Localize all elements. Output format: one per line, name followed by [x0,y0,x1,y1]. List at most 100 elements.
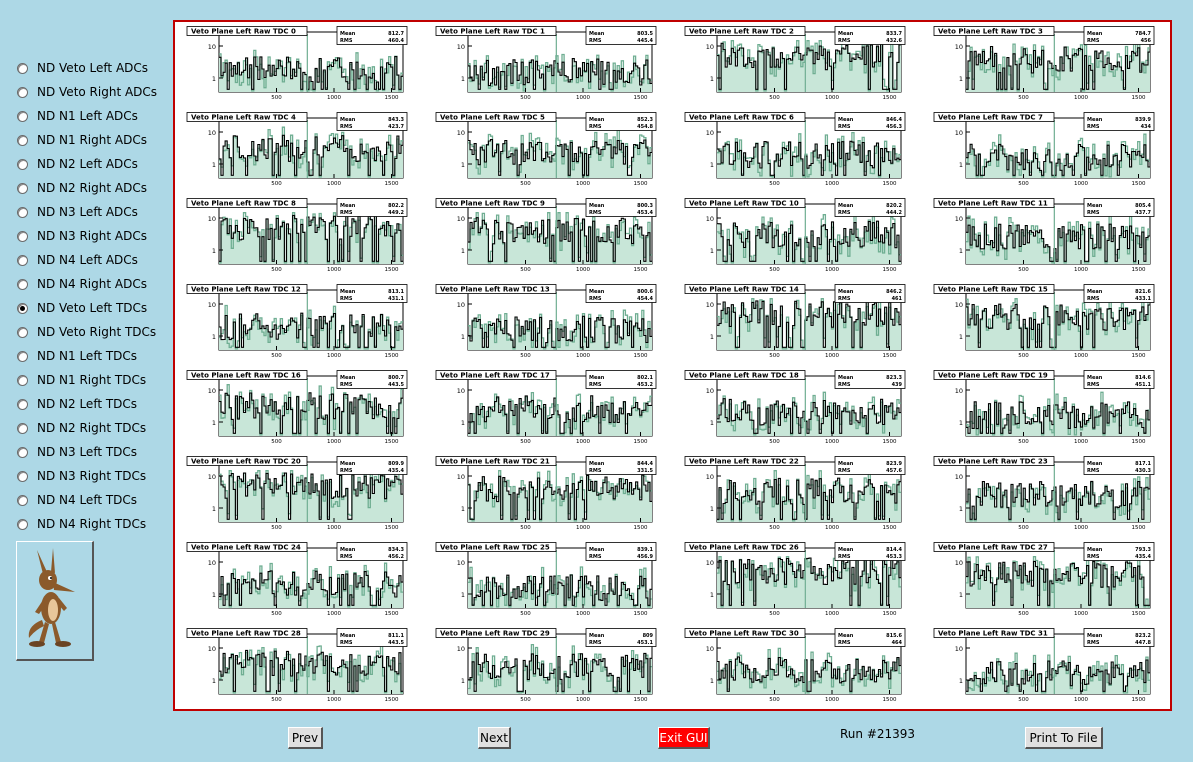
y-tick-label: 10 [955,559,963,567]
radio-button-icon[interactable] [17,350,28,362]
radio-button-icon[interactable] [17,302,28,314]
exit-gui-button[interactable]: Exit GUI [658,727,710,749]
histogram-overlay-line [219,645,403,694]
radio-button-icon[interactable] [17,470,28,482]
histogram-title-box [684,370,806,380]
histogram-panel: 10 1 500 1000 1500 Veto Plane Left Raw TDC 10… [681,198,930,284]
stats-box [1083,26,1155,45]
stats-label: RMS [838,382,851,388]
stats-box [834,284,906,303]
stats-value: 453.3 [886,554,902,560]
stats-value: 852.3 [637,117,653,123]
radio-option-nd-veto-left-adcs[interactable]: ND Veto Left ADCs [17,58,148,78]
radio-button-icon[interactable] [17,398,28,410]
histogram-title: Veto Plane Left Raw TDC 5 [440,114,545,122]
histogram-panel: 10 1 500 1000 1500 Veto Plane Left Raw TDC 17… [432,370,681,456]
radio-option-nd-n3-right-adcs[interactable]: ND N3 Right ADCs [17,226,147,246]
radio-option-nd-n2-right-tdcs[interactable]: ND N2 Right TDCs [17,418,146,438]
stats-value: 443.5 [388,382,404,388]
histogram-line [468,217,652,262]
x-tick-label: 1000 [327,267,341,273]
histogram-panel: 10 1 500 1000 1500 Veto Plane Left Raw TDC 22… [681,456,930,542]
radio-button-icon[interactable] [17,494,28,506]
radio-label: ND Veto Left TDCs [37,301,148,315]
x-tick-label: 500 [1018,181,1029,187]
radio-button-icon[interactable] [17,134,28,146]
print-to-file-button[interactable]: Print To File [1025,727,1103,749]
radio-button-icon[interactable] [17,110,28,122]
histogram-title: Veto Plane Left Raw TDC 27 [938,544,1048,552]
radio-option-nd-n1-right-adcs[interactable]: ND N1 Right ADCs [17,130,147,150]
radio-button-icon[interactable] [17,254,28,266]
radio-button-icon[interactable] [17,62,28,74]
radio-option-nd-n4-left-adcs[interactable]: ND N4 Left ADCs [17,250,138,270]
radio-button-icon[interactable] [17,278,28,290]
radio-option-nd-n3-left-tdcs[interactable]: ND N3 Left TDCs [17,442,137,462]
radio-option-nd-veto-right-adcs[interactable]: ND Veto Right ADCs [17,82,157,102]
radio-button-icon[interactable] [17,158,28,170]
prev-button[interactable]: Prev [288,727,323,749]
stats-value: 457.6 [886,468,902,474]
stats-label: Mean [838,375,854,381]
y-tick-label: 1 [461,419,465,427]
radio-option-nd-n3-left-adcs[interactable]: ND N3 Left ADCs [17,202,138,222]
radio-option-nd-n1-right-tdcs[interactable]: ND N1 Right TDCs [17,370,146,390]
radio-option-nd-n2-left-tdcs[interactable]: ND N2 Left TDCs [17,394,137,414]
histogram-fill [219,392,403,436]
stats-value: 815.6 [886,633,902,639]
histogram-line [219,312,403,348]
y-tick-label: 10 [457,43,465,51]
x-tick-label: 1500 [883,697,897,703]
stats-value: 809.9 [388,461,404,467]
radio-option-nd-n4-right-tdcs[interactable]: ND N4 Right TDCs [17,514,146,534]
radio-button-icon[interactable] [17,374,28,386]
histogram-line [966,480,1150,520]
x-tick-label: 1000 [1074,439,1088,445]
histogram-fill [717,478,901,522]
x-tick-label: 500 [769,697,780,703]
stats-box [1083,284,1155,303]
radio-option-nd-veto-left-tdcs[interactable]: ND Veto Left TDCs [17,298,147,318]
y-tick-label: 10 [457,473,465,481]
next-button[interactable]: Next [478,727,511,749]
x-tick-label: 1500 [634,95,648,101]
stats-value: 833.7 [886,31,902,37]
radio-button-icon[interactable] [17,326,28,338]
y-tick-label: 1 [212,591,216,599]
radio-option-nd-n4-right-adcs[interactable]: ND N4 Right ADCs [17,274,147,294]
radio-option-nd-n2-left-adcs[interactable]: ND N2 Left ADCs [17,154,138,174]
radio-button-icon[interactable] [17,86,28,98]
radio-button-icon[interactable] [17,206,28,218]
radio-label: ND N4 Left TDCs [37,493,138,507]
radio-button-icon[interactable] [17,230,28,242]
histogram-fill [717,656,901,694]
radio-option-nd-n1-left-adcs[interactable]: ND N1 Left ADCs [17,106,138,126]
stats-label: Mean [589,289,605,295]
stats-value: 811.1 [388,633,404,639]
histogram-title: Veto Plane Left Raw TDC 30 [689,630,799,638]
stats-label: RMS [340,296,353,302]
x-tick-label: 500 [1018,439,1029,445]
stats-value: 843.3 [388,117,404,123]
stats-label: Mean [1087,633,1103,639]
radio-button-icon[interactable] [17,446,28,458]
radio-label: ND N2 Left TDCs [37,397,138,411]
stats-box [585,628,657,647]
x-tick-label: 1000 [327,439,341,445]
histogram-line [966,401,1150,434]
radio-option-nd-n3-right-tdcs[interactable]: ND N3 Right TDCs [17,466,146,486]
histogram-title-box [435,112,557,122]
radio-button-icon[interactable] [17,182,28,194]
radio-option-nd-n1-left-tdcs[interactable]: ND N1 Left TDCs [17,346,137,366]
coyote-logo-button[interactable] [16,541,94,661]
histogram-title: Veto Plane Left Raw TDC 21 [440,458,550,466]
run-number-label: Run #21393 [840,727,916,741]
radio-option-nd-n4-left-tdcs[interactable]: ND N4 Left TDCs [17,490,137,510]
radio-button-icon[interactable] [17,518,28,530]
histogram-fill [717,558,901,608]
radio-option-nd-veto-right-tdcs[interactable]: ND Veto Right TDCs [17,322,156,342]
radio-option-nd-n2-right-adcs[interactable]: ND N2 Right ADCs [17,178,147,198]
radio-button-icon[interactable] [17,422,28,434]
